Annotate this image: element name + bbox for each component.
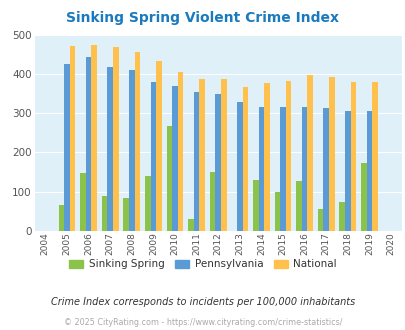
Bar (70, 47, 75, 231)
Bar (360, 163, 366, 231)
Bar (177, 72, 183, 231)
Bar (252, 180, 258, 231)
Bar (91, 45, 97, 231)
Bar (328, 77, 334, 231)
Bar (215, 94, 220, 231)
Bar (188, 219, 193, 231)
Bar (193, 92, 199, 231)
Bar (107, 67, 113, 231)
Bar (296, 181, 301, 231)
Text: Crime Index corresponds to incidents per 100,000 inhabitants: Crime Index corresponds to incidents per… (51, 297, 354, 307)
Bar (166, 126, 172, 231)
Bar (172, 86, 177, 231)
Bar (285, 81, 291, 231)
Bar (58, 206, 64, 231)
Bar (237, 102, 242, 231)
Bar (64, 64, 70, 231)
Legend: Sinking Spring, Pennsylvania, National: Sinking Spring, Pennsylvania, National (64, 255, 341, 274)
Text: Sinking Spring Violent Crime Index: Sinking Spring Violent Crime Index (66, 11, 339, 25)
Bar (150, 82, 156, 231)
Bar (301, 107, 307, 231)
Bar (80, 173, 85, 231)
Bar (85, 57, 91, 231)
Bar (344, 111, 350, 231)
Bar (102, 196, 107, 231)
Bar (323, 109, 328, 231)
Bar (350, 82, 356, 231)
Bar (258, 107, 264, 231)
Bar (220, 79, 226, 231)
Bar (129, 70, 134, 231)
Bar (274, 192, 279, 231)
Bar (317, 210, 323, 231)
Text: © 2025 CityRating.com - https://www.cityrating.com/crime-statistics/: © 2025 CityRating.com - https://www.city… (64, 318, 341, 327)
Bar (366, 111, 371, 231)
Bar (156, 61, 162, 231)
Bar (134, 52, 140, 231)
Bar (113, 47, 118, 231)
Bar (371, 82, 377, 231)
Bar (145, 176, 150, 231)
Bar (279, 107, 285, 231)
Bar (242, 87, 247, 231)
Bar (307, 75, 312, 231)
Bar (264, 83, 269, 231)
Bar (209, 172, 215, 231)
Bar (199, 79, 205, 231)
Bar (123, 198, 129, 231)
Bar (339, 202, 344, 231)
